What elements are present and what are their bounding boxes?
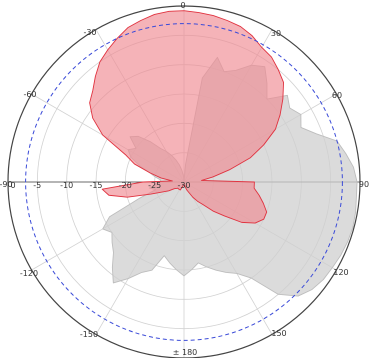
reference-circle <box>25 23 343 341</box>
radial-tick-label: -10 <box>60 181 73 190</box>
polar-series <box>89 10 358 297</box>
radial-tick-label: 0 <box>10 181 15 190</box>
angle-tick-label: -120 <box>20 269 38 278</box>
radial-tick-label: -5 <box>33 181 41 190</box>
angle-tick-label: -150 <box>80 330 98 339</box>
angle-tick-label: ± 180 <box>173 348 198 357</box>
outer-circle <box>7 5 361 358</box>
angle-tick-label: 90 <box>359 180 369 189</box>
angle-tick-label: -30 <box>83 28 96 37</box>
radial-tick-label: -30 <box>177 181 190 190</box>
radial-tick-label: -25 <box>148 181 161 190</box>
polar-frame <box>7 5 361 358</box>
angle-tick-label: 120 <box>333 268 348 277</box>
radial-tick-label: -20 <box>119 181 132 190</box>
angle-tick-label: -60 <box>23 90 36 99</box>
angle-tick-label: -90 <box>0 180 13 189</box>
reference-circle-line <box>25 23 343 341</box>
radial-tick-label: -15 <box>89 181 102 190</box>
angle-tick-label: 60 <box>332 91 342 100</box>
angle-tick-label: 150 <box>271 329 286 338</box>
series-area-2 <box>89 10 285 224</box>
angle-tick-label: 0 <box>180 1 185 10</box>
angle-tick-label: 30 <box>271 29 281 38</box>
